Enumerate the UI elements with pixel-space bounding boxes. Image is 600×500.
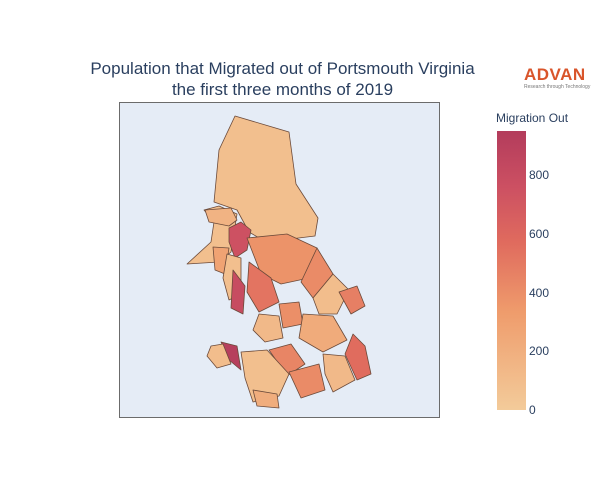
chart-title-line2: the first three months of 2019 — [171, 80, 394, 99]
colorbar-tick-400: 400 — [529, 285, 550, 300]
choropleth-map[interactable] — [119, 102, 440, 418]
map-region-se-a[interactable] — [252, 389, 280, 409]
chart-title: Population that Migrated out of Portsmou… — [40, 58, 525, 100]
colorbar-tick-600: 600 — [529, 226, 550, 241]
colorbar-tick-0: 0 — [529, 403, 536, 417]
map-region-nw-b[interactable] — [228, 221, 252, 259]
map-region-south-c[interactable] — [322, 353, 356, 393]
map-region-center-a[interactable] — [278, 301, 304, 329]
map-region-mid-west[interactable] — [246, 261, 280, 313]
advan-logo: ADVAN Research through Technology — [524, 66, 594, 91]
map-region-river-strip[interactable] — [230, 269, 246, 315]
colorbar-tick-200: 200 — [529, 344, 550, 359]
colorbar-tick-800: 800 — [529, 168, 550, 183]
map-region-nw-a[interactable] — [204, 207, 238, 227]
map-region-east-b[interactable] — [338, 285, 366, 315]
map-region-center-b[interactable] — [252, 313, 284, 343]
map-region-south-b[interactable] — [240, 349, 290, 403]
map-region-center-c[interactable] — [298, 313, 348, 353]
map-region-east-c[interactable] — [344, 333, 372, 381]
logo-wordmark: ADVAN — [524, 65, 586, 84]
map-region-sw-b[interactable] — [206, 343, 232, 369]
chart-title-line1: Population that Migrated out of Portsmou… — [90, 59, 475, 78]
map-region-south-a[interactable] — [288, 363, 326, 399]
map-region-east-a[interactable] — [312, 273, 350, 315]
logo-tagline: Research through Technology — [524, 84, 591, 90]
colorbar — [497, 131, 526, 410]
colorbar-title: Migration Out — [496, 111, 569, 125]
